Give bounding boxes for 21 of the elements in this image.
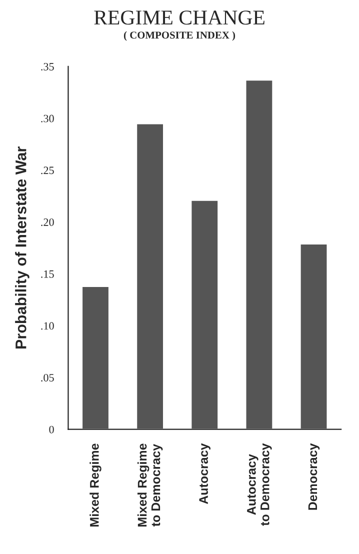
- x-tick-label: Democracy: [308, 443, 320, 510]
- x-tick-label: Mixed Regime to Democracy: [137, 444, 163, 526]
- y-tick-label: .05: [41, 374, 54, 382]
- chart-subtitle: ( COMPOSITE INDEX ): [124, 31, 236, 41]
- y-tick-label: .30: [41, 114, 54, 122]
- y-tick-label: .10: [41, 322, 54, 330]
- y-tick-label: .35: [41, 62, 54, 70]
- bar: [136, 122, 164, 430]
- bar: [190, 200, 219, 430]
- y-axis-title: Probability of Interstate War: [15, 146, 30, 348]
- chart-title: REGIME CHANGE: [94, 10, 264, 25]
- y-tick-label: 0: [49, 426, 54, 434]
- y-tick-label: .15: [41, 270, 54, 278]
- y-tick-label: .20: [41, 218, 54, 226]
- x-tick-label: Autocracy to Democracy: [247, 443, 272, 526]
- bar: [81, 286, 110, 430]
- bar: [299, 243, 328, 430]
- x-tick-label: Mixed Regime: [90, 444, 102, 526]
- bar: [244, 79, 274, 430]
- x-tick-label: Autocracy: [199, 443, 210, 504]
- y-tick-label: .25: [41, 166, 54, 174]
